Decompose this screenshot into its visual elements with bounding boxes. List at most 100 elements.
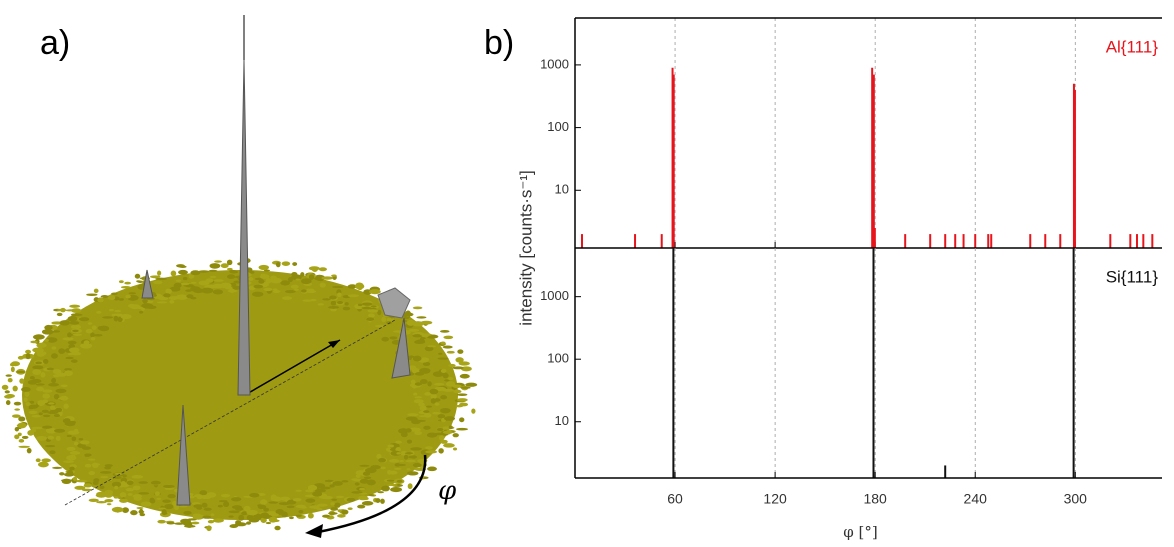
flake	[292, 262, 298, 266]
flake	[445, 381, 456, 387]
flake	[10, 366, 15, 373]
flake	[448, 425, 453, 430]
flake	[228, 510, 240, 514]
flake	[419, 379, 428, 385]
flake	[460, 386, 471, 389]
flake	[442, 372, 449, 379]
flake	[317, 503, 328, 507]
flake	[429, 388, 439, 395]
flake	[380, 498, 385, 504]
flake	[406, 468, 411, 471]
flake	[369, 289, 381, 295]
flake	[465, 382, 478, 387]
flake	[126, 480, 134, 485]
flake	[412, 462, 422, 468]
x-tick-label: 60	[667, 491, 683, 507]
angle-label: φ	[438, 476, 457, 506]
legend-entry: Al{111}	[1106, 37, 1159, 56]
flake	[136, 280, 141, 283]
flake	[67, 332, 72, 338]
flake	[433, 382, 445, 386]
x-axis-label: φ [°]	[843, 523, 877, 541]
flake	[72, 333, 83, 336]
flake	[411, 419, 421, 425]
panel-label: b)	[484, 24, 514, 62]
flake	[287, 277, 293, 283]
flake	[306, 288, 315, 291]
flake	[25, 402, 31, 406]
flake	[456, 393, 468, 396]
flake	[336, 292, 342, 298]
flake	[104, 499, 114, 503]
flake	[243, 505, 251, 512]
flake	[29, 400, 35, 404]
flake	[65, 309, 77, 312]
flake	[175, 279, 182, 282]
flake	[12, 414, 21, 418]
flake	[43, 414, 51, 418]
flake	[138, 284, 144, 289]
flake	[156, 301, 168, 304]
flake	[400, 431, 408, 438]
flake	[263, 287, 273, 292]
flake	[96, 311, 102, 314]
flake	[5, 374, 12, 377]
flake	[128, 292, 137, 295]
flake	[387, 483, 398, 487]
flake	[32, 365, 44, 370]
flake	[387, 444, 395, 448]
flake	[425, 446, 433, 450]
flake	[23, 397, 28, 403]
flake	[438, 352, 443, 355]
flake	[355, 474, 361, 479]
flake	[268, 516, 278, 523]
flake	[452, 384, 462, 388]
flake	[166, 521, 175, 525]
flake	[74, 428, 79, 433]
flake	[45, 427, 57, 434]
flake	[62, 337, 74, 341]
flake	[347, 284, 357, 289]
flake	[389, 336, 398, 340]
flake	[161, 509, 167, 516]
flake	[51, 377, 57, 384]
flake	[104, 492, 113, 498]
flake	[12, 385, 18, 392]
flake	[307, 512, 314, 519]
flake	[363, 497, 369, 501]
flake	[416, 316, 427, 319]
flake	[272, 289, 281, 294]
flake	[87, 322, 93, 325]
flake	[14, 434, 20, 440]
flake	[246, 509, 258, 516]
flake	[42, 399, 49, 404]
flake	[376, 453, 382, 459]
flake	[102, 316, 114, 319]
flake	[209, 263, 221, 269]
flake	[73, 313, 83, 316]
flake	[130, 510, 138, 516]
flake	[84, 463, 92, 468]
flake	[60, 479, 73, 482]
flake	[443, 443, 455, 448]
flake	[88, 498, 99, 503]
flake	[74, 485, 86, 490]
flake	[149, 498, 156, 504]
spike	[141, 269, 154, 299]
flake	[52, 330, 61, 333]
flake	[347, 507, 353, 511]
flake	[173, 282, 182, 289]
flake	[53, 413, 60, 418]
flake	[190, 270, 201, 276]
flake	[73, 324, 81, 330]
flake	[301, 278, 312, 285]
flake	[232, 505, 241, 509]
flake	[438, 448, 444, 454]
flake	[119, 492, 127, 498]
flake	[396, 479, 403, 483]
flake	[48, 402, 55, 405]
flake	[274, 525, 281, 531]
flake	[43, 359, 49, 364]
flake	[396, 463, 407, 467]
detector	[377, 287, 411, 319]
